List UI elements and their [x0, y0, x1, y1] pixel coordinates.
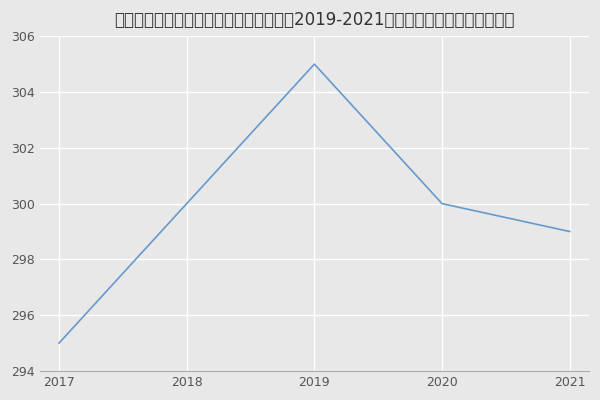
- Title: 内蒙古医科大学第三临床医学院内科学（2019-2021历年复试）研究生录取分数线: 内蒙古医科大学第三临床医学院内科学（2019-2021历年复试）研究生录取分数线: [114, 11, 515, 29]
